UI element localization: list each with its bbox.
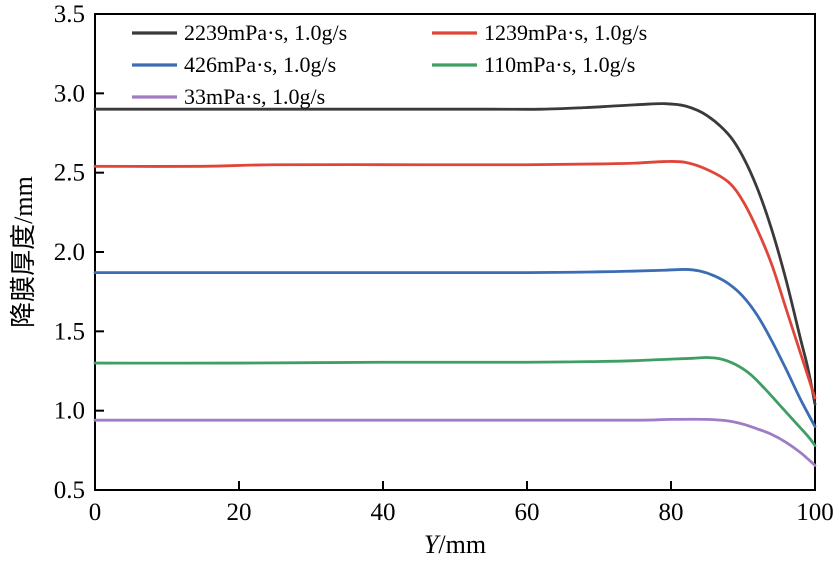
legend: 2239mPa·s, 1.0g/s 1239mPa·s, 1.0g/s 426mPa… [132,20,647,109]
y-axis-tick-label: 3.0 [54,80,85,107]
y-axis-tick-label: 2.5 [54,160,85,187]
legend-label: 1239mPa·s, 1.0g/s [484,20,647,45]
x-axis-tick-label: 0 [89,499,102,526]
y-axis-tick-label: 3.5 [54,1,85,28]
y-axis-tick-label: 2.0 [54,239,85,266]
legend-item-0: 2239mPa·s, 1.0g/s [132,20,347,45]
y-axis-tick-label: 0.5 [54,477,85,504]
legend-item-2: 426mPa·s, 1.0g/s [132,52,336,77]
legend-label: 2239mPa·s, 1.0g/s [184,20,347,45]
y-axis-tick-label: 1.0 [54,398,85,425]
x-axis-tick-label: 40 [371,499,396,526]
x-axis-tick-label: 80 [659,499,684,526]
series-line-2 [93,268,817,428]
legend-label: 33mPa·s, 1.0g/s [184,84,325,109]
x-axis-tick-label: 100 [796,499,834,526]
series-line-4 [93,417,817,467]
legend-item-3: 110mPa·s, 1.0g/s [432,52,635,77]
series-line-3 [93,356,817,447]
axis-ticks: 0 20 40 60 80 100 0.5 1.0 1.5 2.0 2.5 3.0 3.5 [54,1,834,526]
x-axis-tick-label: 20 [227,499,252,526]
legend-label: 426mPa·s, 1.0g/s [184,52,336,77]
x-axis-title: Y/mm [424,530,486,559]
y-axis-title: 降膜厚度/mm [9,176,38,328]
y-axis-tick-label: 1.5 [54,318,85,345]
legend-item-4: 33mPa·s, 1.0g/s [132,84,325,109]
series-lines [93,102,817,467]
legend-label: 110mPa·s, 1.0g/s [484,52,635,77]
legend-item-1: 1239mPa·s, 1.0g/s [432,20,647,45]
series-line-0 [93,102,817,406]
series-line-1 [93,160,817,400]
x-axis-tick-label: 60 [515,499,540,526]
axis-titles: Y/mm 降膜厚度/mm [9,176,486,559]
